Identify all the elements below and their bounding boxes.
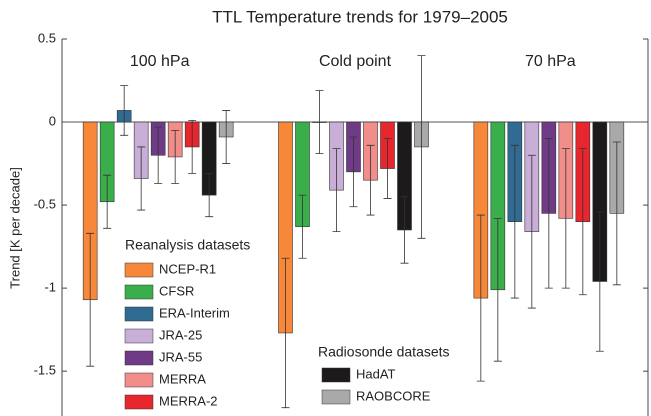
legend-label: MERRA-2: [159, 393, 218, 408]
error-bar: [561, 148, 570, 289]
group-label: 70 hPa: [525, 53, 576, 70]
legend-label: MERRA: [159, 371, 206, 386]
error-bar: [544, 138, 553, 289]
error-bar: [137, 146, 146, 211]
legend-title: Radiosonde datasets: [318, 344, 450, 360]
y-tick-label: 0: [49, 113, 56, 128]
legend-swatch: [321, 367, 351, 383]
error-bar: [366, 144, 375, 216]
group-label: 100 hPa: [130, 53, 190, 70]
error-bar: [383, 138, 392, 199]
error-bar: [103, 174, 112, 229]
y-axis-label: Trend [K per decade]: [7, 167, 22, 289]
error-bar: [222, 110, 231, 164]
legend-label: ERA-Interim: [159, 305, 230, 320]
error-bar: [578, 148, 587, 296]
error-bar: [510, 144, 519, 299]
legend-label: HadAT: [356, 366, 396, 381]
y-tick-label: -0.5: [34, 197, 56, 212]
legend-title: Reanalysis datasets: [125, 237, 250, 253]
error-bar: [527, 154, 536, 309]
error-bar: [417, 55, 426, 239]
error-bar: [332, 148, 341, 233]
error-bar: [298, 194, 307, 259]
error-bar: [400, 196, 409, 264]
error-bar: [349, 136, 358, 208]
error-bar: [281, 257, 290, 409]
chart-title: TTL Temperature trends for 1979–2005: [212, 7, 508, 26]
legend-label: CFSR: [159, 283, 194, 298]
error-bar: [86, 232, 95, 367]
error-bar: [595, 211, 604, 352]
error-bar: [171, 129, 180, 184]
error-bar: [205, 173, 214, 218]
error-bar: [120, 85, 129, 136]
legend-swatch: [321, 389, 351, 405]
legend-swatch: [124, 350, 154, 366]
y-tick-label: -1.5: [34, 363, 56, 378]
legend-label: JRA-55: [159, 349, 202, 364]
y-tick-label: -1: [44, 280, 56, 295]
legend-swatch: [124, 262, 154, 278]
error-bar: [493, 217, 502, 362]
legend-label: JRA-25: [159, 327, 202, 342]
error-bar: [315, 90, 324, 154]
legend-label: RAOBCORE: [356, 388, 431, 403]
legend-swatch: [124, 306, 154, 322]
error-bar: [154, 126, 163, 184]
error-bar: [476, 214, 485, 382]
legend-swatch: [124, 328, 154, 344]
error-bar: [188, 119, 197, 174]
legend-swatch: [124, 284, 154, 300]
error-bar: [612, 141, 621, 286]
legend-label: NCEP-R1: [159, 261, 216, 276]
legend-swatch: [124, 394, 154, 410]
group-label: Cold point: [319, 53, 392, 70]
legend-swatch: [124, 372, 154, 388]
y-tick-label: 0.5: [38, 30, 56, 45]
